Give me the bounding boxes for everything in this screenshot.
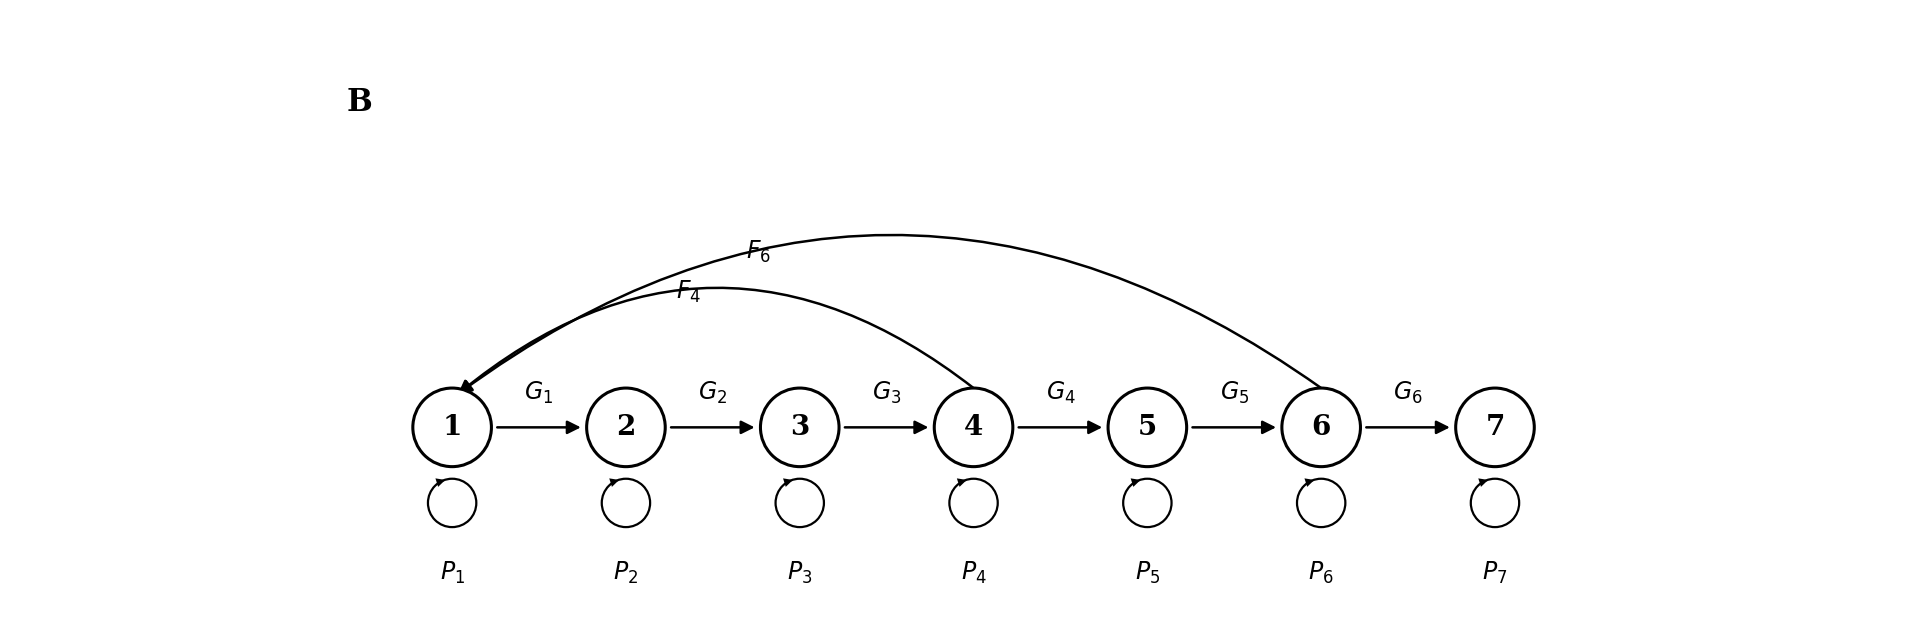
Text: $\mathit{P}_{7}$: $\mathit{P}_{7}$ [1482, 560, 1507, 586]
Text: 7: 7 [1486, 414, 1505, 441]
Circle shape [1455, 388, 1534, 467]
Text: $\mathit{G}_{6}$: $\mathit{G}_{6}$ [1393, 380, 1424, 406]
Text: $\mathit{P}_{6}$: $\mathit{P}_{6}$ [1308, 560, 1333, 586]
Text: 1: 1 [442, 414, 462, 441]
Text: $\mathit{G}_{5}$: $\mathit{G}_{5}$ [1219, 380, 1248, 406]
Text: $\mathit{P}_{1}$: $\mathit{P}_{1}$ [440, 560, 466, 586]
Text: $\mathit{P}_{3}$: $\mathit{P}_{3}$ [786, 560, 813, 586]
Circle shape [1281, 388, 1360, 467]
Text: $\mathit{P}_{5}$: $\mathit{P}_{5}$ [1134, 560, 1159, 586]
Circle shape [587, 388, 665, 467]
Text: $\mathit{P}_{4}$: $\mathit{P}_{4}$ [960, 560, 987, 586]
Text: $\mathit{G}_{4}$: $\mathit{G}_{4}$ [1045, 380, 1076, 406]
Circle shape [761, 388, 838, 467]
Text: $\mathit{F}_{6}$: $\mathit{F}_{6}$ [746, 239, 771, 266]
FancyArrowPatch shape [460, 235, 1321, 392]
Text: $\mathit{G}_{3}$: $\mathit{G}_{3}$ [871, 380, 902, 406]
Text: 5: 5 [1138, 414, 1157, 441]
Text: 6: 6 [1312, 414, 1331, 441]
Text: $\mathit{G}_{2}$: $\mathit{G}_{2}$ [697, 380, 728, 406]
Text: $\mathit{P}_{2}$: $\mathit{P}_{2}$ [612, 560, 638, 586]
Circle shape [413, 388, 491, 467]
Text: B: B [346, 87, 373, 118]
Text: $\mathit{F}_{4}$: $\mathit{F}_{4}$ [676, 278, 701, 305]
Circle shape [935, 388, 1012, 467]
Text: 3: 3 [790, 414, 810, 441]
Text: 2: 2 [616, 414, 636, 441]
Text: $\mathit{G}_{1}$: $\mathit{G}_{1}$ [524, 380, 554, 406]
Text: 4: 4 [964, 414, 983, 441]
Circle shape [1109, 388, 1186, 467]
FancyArrowPatch shape [460, 288, 974, 392]
